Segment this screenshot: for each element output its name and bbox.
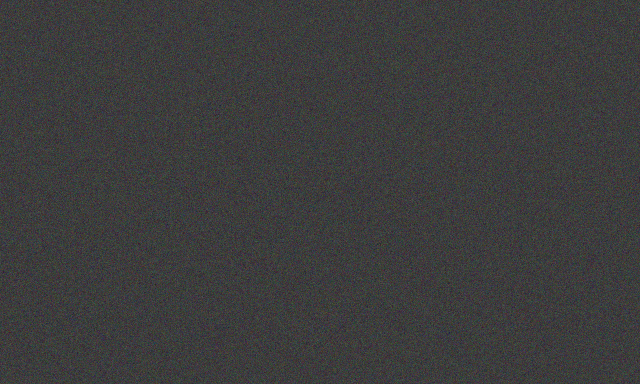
Bar xyxy=(70,67,250,94)
Bar xyxy=(70,122,346,150)
Bar xyxy=(70,178,415,206)
Title: mREITs FWD Dividend Yield (%): mREITs FWD Dividend Yield (%) xyxy=(148,20,543,40)
Bar xyxy=(70,234,511,262)
Bar xyxy=(70,290,566,317)
